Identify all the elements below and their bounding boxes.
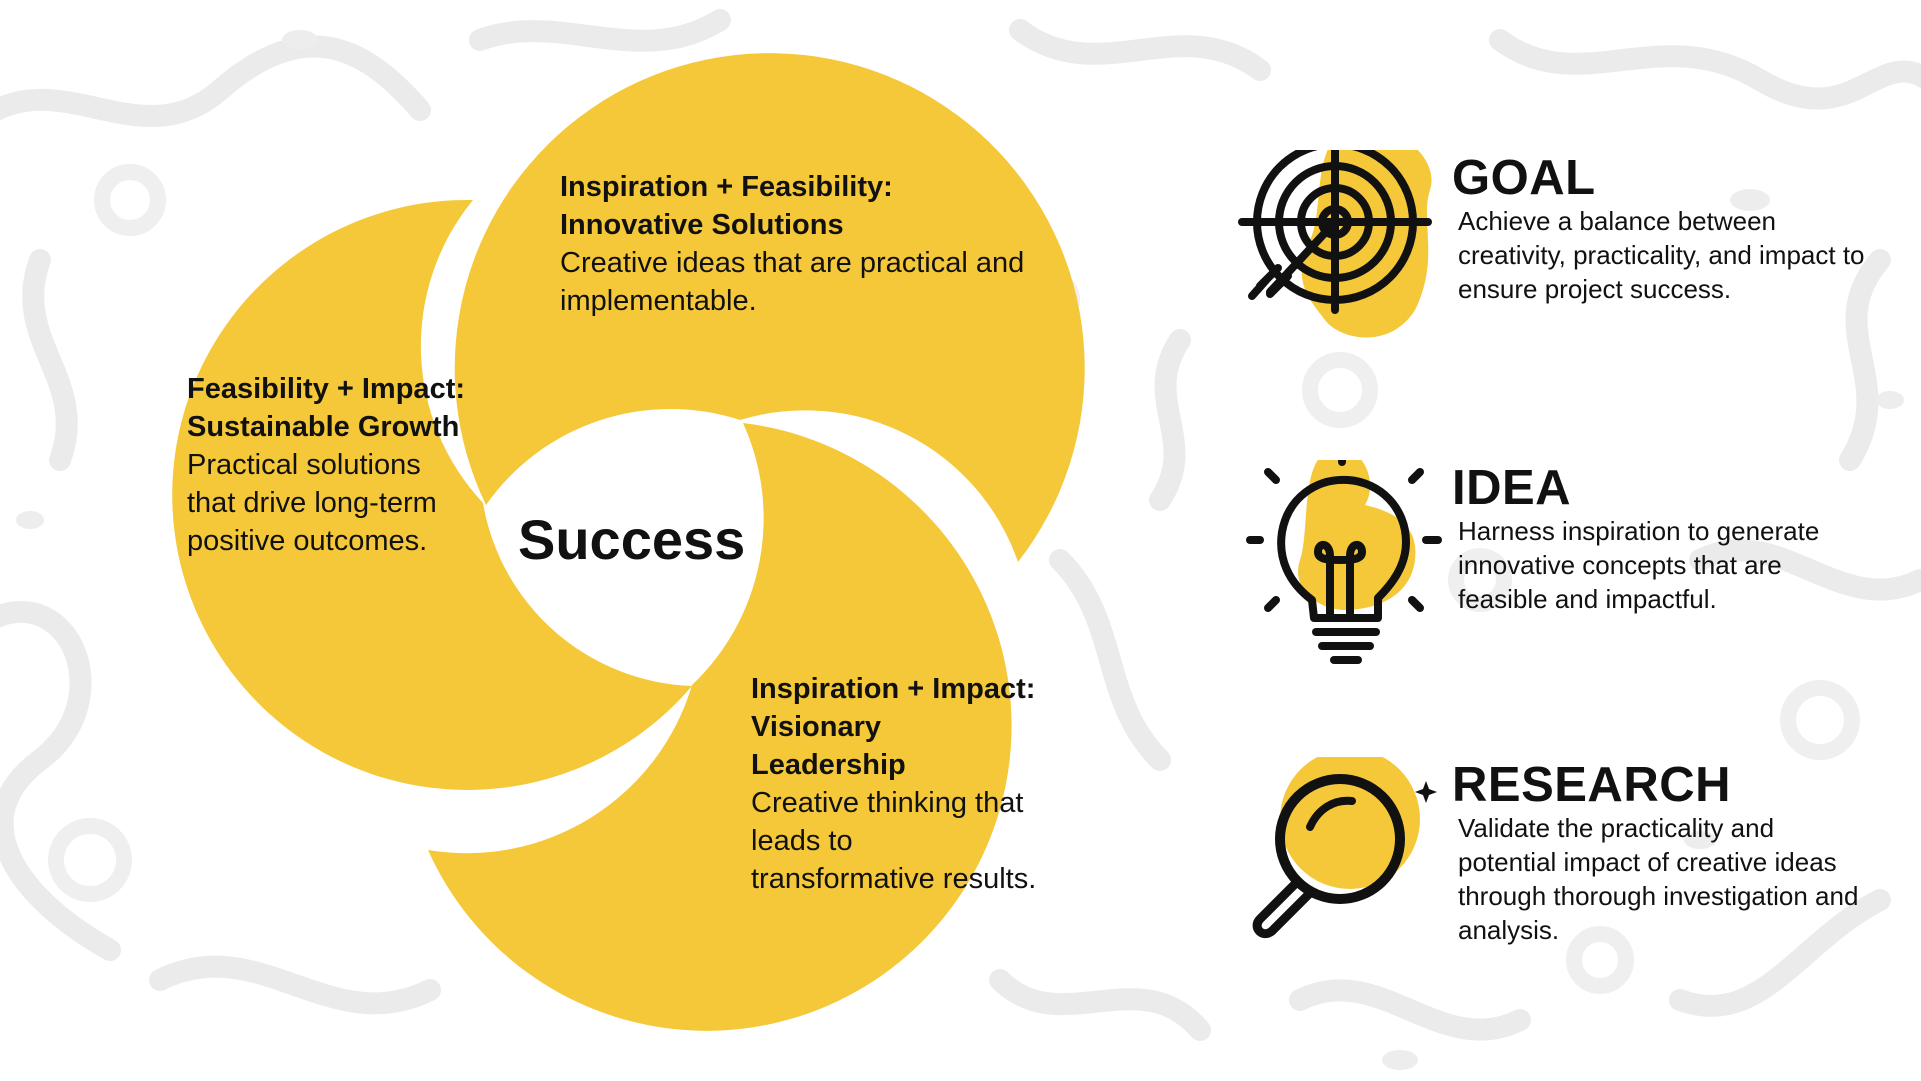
center-label: Success [518,508,746,571]
lobe-top-shape [454,53,1085,563]
lobe-right-shape [428,423,1012,1031]
target-arrow-icon [1238,150,1432,338]
goal-panel: GOAL Achieve a balance between creativit… [1230,150,1890,380]
lobe-left-text: Feasibility + Impact: Sustainable Growth… [187,370,477,560]
magnifying-glass-icon [1252,757,1437,939]
lobe-body: Creative ideas that are practical and im… [560,247,1025,317]
panel-description: Achieve a balance between creativity, pr… [1458,206,1865,304]
lobe-top-text: Inspiration + Feasibility: Innovative So… [560,168,1030,320]
lobe-body: Creative thinking that leads to transfor… [751,787,1037,895]
idea-panel: IDEA Harness inspiration to generate inn… [1230,460,1890,690]
lobe-heading: Feasibility + Impact: Sustainable Growth [187,373,466,443]
panel-title: IDEA [1452,461,1572,515]
lobe-right-text: Inspiration + Impact: Visionary Leadersh… [751,670,1041,898]
lobe-heading: Inspiration + Impact: Visionary Leadersh… [751,673,1036,781]
panel-description: Harness inspiration to generate innovati… [1458,516,1820,614]
lobe-heading: Inspiration + Feasibility: Innovative So… [560,171,893,241]
lightbulb-icon [1246,460,1442,664]
lobe-left-shape [172,199,692,790]
lobe-body: Practical solutions that drive long-term… [187,449,437,557]
panel-description: Validate the practicality and potential … [1458,813,1859,945]
panel-title: GOAL [1452,151,1596,205]
panel-title: RESEARCH [1452,758,1731,812]
research-panel: RESEARCH Validate the practicality and p… [1230,757,1890,987]
